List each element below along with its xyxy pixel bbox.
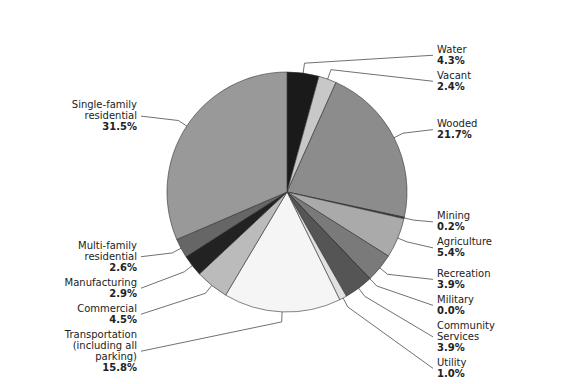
leader-line: [141, 248, 181, 256]
slice-label: Vacant: [437, 70, 471, 81]
slice-label: Mining: [437, 210, 470, 221]
slice-label: Recreation: [437, 268, 490, 279]
slice-label-line: Utility: [437, 357, 466, 368]
data-label: 4.3%: [437, 55, 465, 66]
data-label: 31.5%: [102, 121, 137, 132]
slice-label-line: residential: [85, 110, 137, 121]
slice-label-line: Wooded: [437, 118, 477, 129]
leader-line: [398, 238, 433, 248]
slice-label-line: Water: [437, 44, 467, 55]
data-label: 4.5%: [109, 314, 137, 325]
data-label: 0.2%: [437, 221, 465, 232]
slice-label-line: (including all: [73, 340, 137, 351]
leader-line: [303, 55, 433, 73]
data-label: 3.9%: [437, 342, 465, 353]
labels: Water4.3% Vacant2.4% Wooded21.7% Mining0.2%…: [64, 44, 495, 379]
leader-line: [394, 130, 433, 138]
pie-slice: [167, 72, 287, 239]
slice-label: Military: [437, 294, 474, 305]
leader-line: [359, 288, 433, 337]
slice-label: Single-familyresidential: [72, 99, 137, 121]
chart-svg: Water4.3% Vacant2.4% Wooded21.7% Mining0.2%…: [0, 0, 574, 384]
data-label: 5.4%: [437, 247, 465, 258]
slice-label-line: Agriculture: [437, 236, 492, 247]
leader-line: [370, 279, 433, 306]
data-label: 1.0%: [437, 368, 465, 379]
data-label: 21.7%: [437, 129, 472, 140]
slice-label-line: residential: [85, 251, 137, 262]
slice-label-line: Multi-family: [78, 240, 137, 251]
slice-label: Agriculture: [437, 236, 492, 247]
leader-line: [380, 268, 433, 279]
leader-line: [404, 218, 433, 222]
slice-label-line: Services: [437, 331, 479, 342]
slice-label-line: Commercial: [77, 303, 137, 314]
leader-line: [328, 70, 433, 82]
leader-line: [141, 266, 192, 289]
leader-line: [141, 312, 282, 351]
data-label: 2.4%: [437, 81, 465, 92]
slice-label-line: Recreation: [437, 268, 490, 279]
slice-label: Wooded: [437, 118, 477, 129]
slice-label-line: Vacant: [437, 70, 471, 81]
slice-label-line: Transportation: [64, 329, 137, 340]
slice-label-line: parking): [95, 351, 137, 362]
slice-label-line: Mining: [437, 210, 470, 221]
slice-label-line: Single-family: [72, 99, 137, 110]
slice-label: Utility: [437, 357, 466, 368]
data-label: 2.9%: [109, 288, 137, 299]
leader-line: [141, 116, 187, 126]
slice-label-line: Manufacturing: [65, 277, 137, 288]
slice-label: Transportation(including allparking): [64, 329, 137, 362]
pie: [167, 72, 407, 312]
data-label: 15.8%: [102, 362, 137, 373]
slice-label: Commercial: [77, 303, 137, 314]
data-label: 0.0%: [437, 305, 465, 316]
data-label: 2.6%: [109, 262, 137, 273]
slice-label-line: Military: [437, 294, 474, 305]
data-label: 3.9%: [437, 279, 465, 290]
leader-line: [141, 285, 212, 314]
slice-label: Manufacturing: [65, 277, 137, 288]
leader-line: [343, 298, 433, 368]
slice-label: Water: [437, 44, 467, 55]
slice-label: CommunityServices: [437, 320, 495, 342]
slice-label-line: Community: [437, 320, 495, 331]
slice-label: Multi-familyresidential: [78, 240, 137, 262]
